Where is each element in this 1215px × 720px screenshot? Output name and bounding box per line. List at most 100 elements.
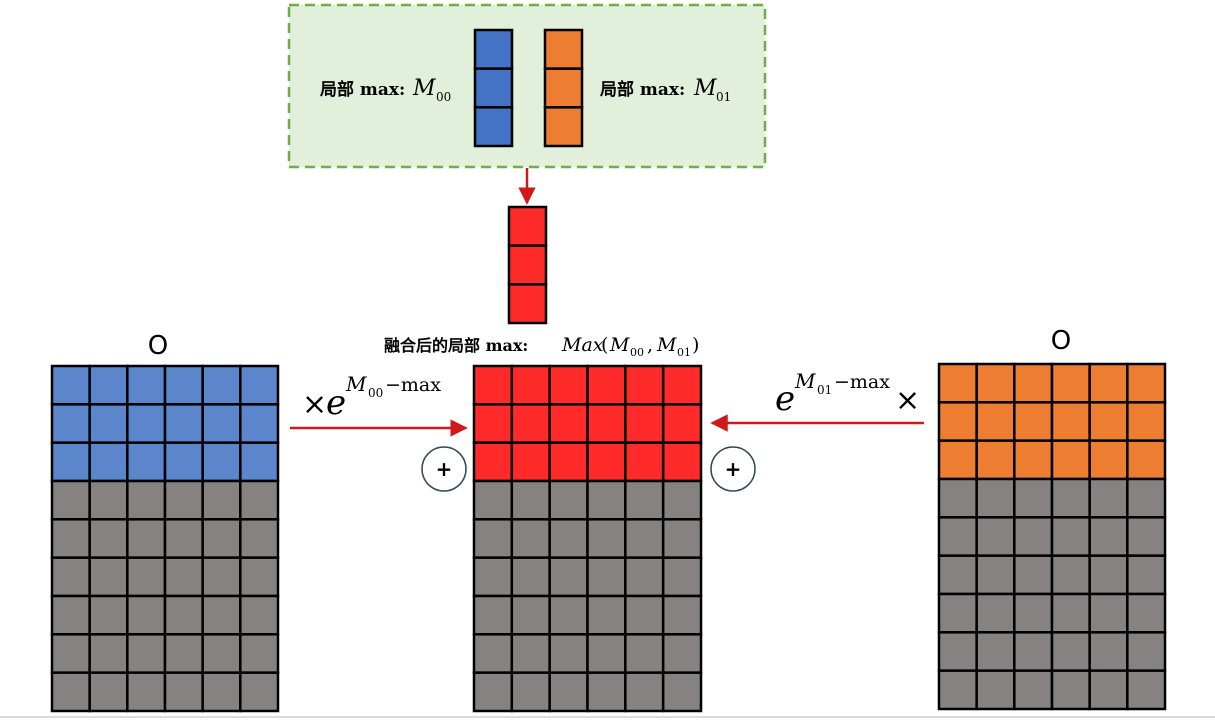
left-matrix-cell [88,403,129,444]
left-matrix-cell [88,633,129,674]
merged-expr-b-sub: 01 [677,346,691,359]
left-matrix-cell [163,403,204,444]
left-matrix-cell [88,479,129,521]
left-factor-exp-var: M [345,372,367,396]
local-max-left-var: M [412,76,436,101]
right-matrix-cell [1126,631,1167,672]
right-matrix-cell [1088,516,1129,557]
merged-matrix-cell [624,479,665,521]
merged-matrix-cell [510,594,551,636]
right-matrix-cell [1088,669,1129,711]
right-plus-symbol: + [725,457,742,481]
merged-output-matrix [472,364,703,713]
local-max-right-var: M [693,76,717,101]
merged-matrix-cell [586,671,627,713]
right-matrix-cell [1050,631,1091,672]
merged-matrix-cell [548,403,589,444]
left-matrix-cell [163,671,204,713]
left-matrix-cell [239,556,280,598]
orange-vector-cell [543,28,584,70]
blue-vector-cell [473,106,514,148]
right-matrix-cell [1050,516,1091,557]
right-matrix-cell [1013,362,1054,404]
right-matrix-cell [975,477,1016,519]
merged-matrix-cell [548,479,589,521]
merged-matrix-cell [548,671,589,713]
left-matrix-cell [126,441,167,483]
right-matrix-cell [1126,401,1167,442]
left-matrix-cell [50,403,91,444]
right-output-matrix [937,362,1167,711]
merged-matrix-cell [624,671,665,713]
merged-matrix-cell [510,671,551,713]
merged-matrix-cell [624,594,665,636]
left-matrix-cell [201,479,242,521]
merged-matrix-cell [548,556,589,598]
merged-expr-open: ( [601,334,608,356]
right-matrix-cell [1050,554,1091,596]
merged-matrix-cell [661,518,703,559]
merged-matrix-cell [624,556,665,598]
right-matrix-cell [937,362,978,404]
right-matrix-cell [1013,554,1054,596]
merged-matrix-cell [661,594,703,636]
right-matrix-cell [937,631,978,672]
merged-matrix-cell [510,633,551,674]
left-matrix-cell [239,403,280,444]
merged-matrix-cell [510,364,551,406]
left-matrix-cell [163,441,204,483]
merged-matrix-cell [586,441,627,483]
local-max-left-label: 局部 max: [320,79,405,100]
merged-matrix-cell [661,556,703,598]
left-matrix-cell [239,671,280,713]
right-matrix-cell [975,592,1016,634]
merged-max-expression: Max ( M 00 , M 01 ) [561,334,699,359]
merged-expr-a-sub: 00 [630,346,644,359]
merged-matrix-cell [586,633,627,674]
local-max-left-sub: 00 [436,90,451,104]
right-matrix-cell [1088,362,1129,404]
merged-max-label: 融合后的局部 max: [384,336,528,355]
left-matrix-cell [88,671,129,713]
merged-matrix-cell [624,518,665,559]
left-matrix-cell [88,594,129,636]
left-matrix-cell [50,441,91,483]
right-matrix-cell [1013,516,1054,557]
merged-max-vector [507,205,548,325]
left-matrix-cell [201,441,242,483]
left-matrix-cell [201,364,242,406]
right-matrix-cell [1088,401,1129,442]
right-matrix-cell [1088,631,1129,672]
merged-matrix-cell [472,633,514,674]
right-scale-factor: e M 01 −max × [775,369,920,419]
orange-max-vector [543,28,584,148]
local-max-right-sub: 01 [716,90,731,104]
local-max-box [287,3,767,169]
merged-matrix-cell [548,594,589,636]
left-matrix-cell [201,594,242,636]
right-matrix-cell [1088,592,1129,634]
right-matrix-cell [1088,439,1129,481]
left-matrix-cell [163,594,204,636]
right-factor-exp-sub: 01 [817,383,832,397]
merged-matrix-cell [472,556,514,598]
right-matrix-cell [1126,362,1167,404]
right-matrix-cell [1126,477,1167,519]
merged-matrix-cell [472,594,514,636]
left-matrix-cell [50,556,91,598]
left-matrix-cell [126,364,167,406]
right-factor-exp-rest: −max [834,371,890,393]
right-matrix-cell [937,477,978,519]
left-matrix-cell [239,479,280,521]
merged-matrix-cell [624,403,665,444]
right-factor-times: × [895,383,920,418]
red-vector-cell [507,205,548,247]
right-matrix-cell [1126,669,1167,711]
right-plus-circle: + [710,446,756,492]
right-matrix-cell [1126,516,1167,557]
left-matrix-cell [239,441,280,483]
left-matrix-cell [126,518,167,559]
merged-matrix-cell [624,441,665,483]
right-matrix-cell [937,669,978,711]
left-matrix-cell [88,556,129,598]
